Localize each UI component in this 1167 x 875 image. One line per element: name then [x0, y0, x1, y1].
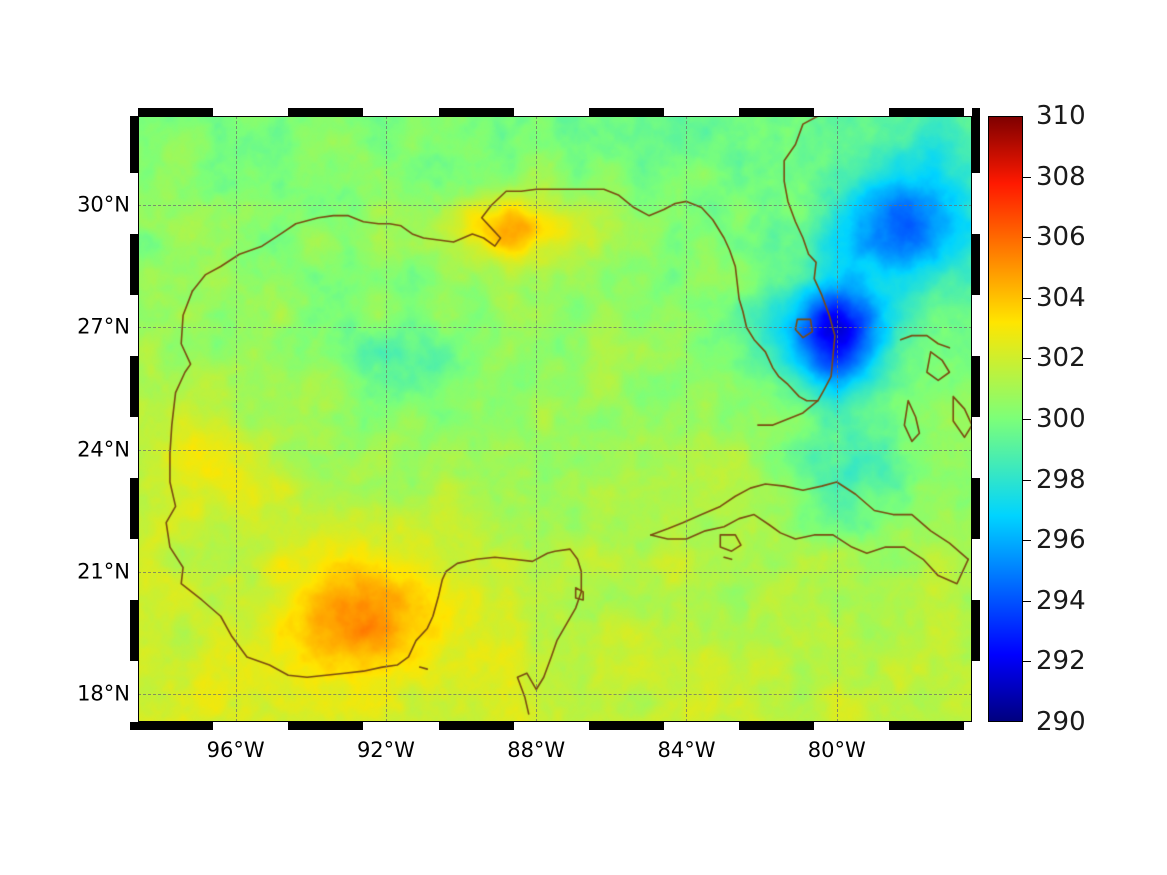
colorbar-gradient: [988, 116, 1023, 722]
frame-corner-br: [972, 722, 980, 730]
colorbar-tick-302: [1022, 358, 1031, 360]
frame-top-seg-7: [663, 108, 740, 116]
frame-bottom-seg-10: [889, 722, 965, 730]
frame-bottom-seg-6: [588, 722, 664, 730]
colorbar-label-298: 298: [1036, 464, 1086, 495]
colorbar-tick-296: [1022, 540, 1031, 542]
colorbar-tick-294: [1022, 600, 1031, 602]
frame-right-seg-2: [972, 538, 980, 600]
colorbar-tick-300: [1022, 419, 1031, 420]
frame-left-seg-8: [130, 172, 138, 234]
colorbar[interactable]: [988, 116, 1023, 722]
frame-left-seg-5: [130, 355, 138, 417]
colorbar-label-296: 296: [1036, 525, 1086, 556]
frame-bottom-seg-3: [363, 722, 439, 730]
colorbar-label-292: 292: [1036, 646, 1086, 677]
frame-corner-bl: [130, 722, 138, 730]
frame-top-seg-8: [739, 108, 815, 116]
frame-top-seg-0: [138, 108, 214, 116]
ytick-label-21°N: 21°N: [77, 559, 130, 584]
xtick-label-92°W: 92°W: [356, 738, 415, 762]
colorbar-label-310: 310: [1036, 101, 1086, 131]
frame-left-seg-2: [130, 538, 138, 600]
frame-left-seg-6: [130, 294, 138, 356]
frame-right-seg-6: [972, 294, 980, 356]
frame-left-seg-1: [130, 599, 138, 661]
colorbar-tick-298: [1022, 479, 1031, 481]
frame-bottom-seg-8: [739, 722, 815, 730]
ytick-label-30°N: 30°N: [77, 192, 130, 217]
frame-bottom-seg-11: [964, 722, 972, 730]
frame-bottom-seg-9: [814, 722, 890, 730]
frame-top-seg-6: [588, 108, 664, 116]
frame-left-seg-7: [130, 233, 138, 295]
frame-right-seg-7: [972, 233, 980, 295]
colorbar-label-294: 294: [1036, 585, 1086, 616]
frame-top-seg-9: [814, 108, 890, 116]
frame-left-seg-4: [130, 416, 138, 478]
frame-bottom-seg-2: [288, 722, 364, 730]
sst-raster: [138, 116, 972, 722]
colorbar-label-306: 306: [1036, 222, 1086, 253]
ytick-label-18°N: 18°N: [77, 681, 130, 706]
colorbar-label-290: 290: [1036, 707, 1086, 737]
frame-top-seg-3: [363, 108, 439, 116]
ytick-label-27°N: 27°N: [77, 314, 130, 339]
frame-bottom-seg-5: [513, 722, 589, 730]
colorbar-label-300: 300: [1036, 404, 1086, 434]
frame-bottom-seg-0: [138, 722, 214, 730]
frame-right-seg-1: [972, 599, 980, 661]
frame-right-seg-8: [972, 172, 980, 234]
colorbar-label-304: 304: [1036, 282, 1086, 313]
frame-right-seg-5: [972, 355, 980, 417]
frame-top-seg-10: [889, 108, 965, 116]
frame-right-seg-0: [972, 660, 980, 722]
xtick-label-96°W: 96°W: [206, 738, 265, 762]
frame-right-seg-9: [972, 116, 980, 173]
frame-corner-tr: [972, 108, 980, 116]
ytick-label-24°N: 24°N: [77, 437, 130, 461]
frame-top-seg-2: [288, 108, 364, 116]
xtick-label-84°W: 84°W: [657, 738, 716, 762]
frame-left-seg-3: [130, 477, 138, 539]
frame-corner-tl: [130, 108, 138, 116]
frame-top-seg-5: [513, 108, 589, 116]
sst-heatmap-field: [138, 116, 972, 722]
frame-top-seg-11: [964, 108, 972, 116]
map-plot-area[interactable]: [138, 116, 972, 722]
frame-left-seg-9: [130, 116, 138, 173]
colorbar-tick-292: [1022, 661, 1031, 663]
frame-top-seg-4: [438, 108, 514, 116]
colorbar-tick-304: [1022, 297, 1031, 299]
colorbar-label-302: 302: [1036, 343, 1086, 374]
frame-top-seg-1: [213, 108, 289, 116]
frame-right-seg-3: [972, 477, 980, 539]
xtick-label-88°W: 88°W: [507, 738, 566, 762]
colorbar-label-308: 308: [1036, 161, 1086, 192]
xtick-label-80°W: 80°W: [807, 738, 866, 762]
frame-bottom-seg-1: [213, 722, 289, 730]
colorbar-tick-308: [1022, 176, 1031, 178]
frame-bottom-seg-7: [663, 722, 740, 730]
frame-left-seg-0: [130, 660, 138, 722]
frame-bottom-seg-4: [438, 722, 514, 730]
frame-right-seg-4: [972, 416, 980, 478]
colorbar-tick-306: [1022, 237, 1031, 239]
